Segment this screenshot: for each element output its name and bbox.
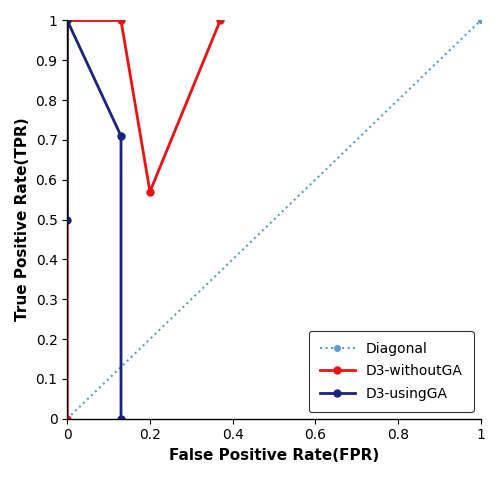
Legend: Diagonal, D3-withoutGA, D3-usingGA: Diagonal, D3-withoutGA, D3-usingGA xyxy=(308,331,474,412)
Line: D3-withoutGA: D3-withoutGA xyxy=(64,17,224,422)
Line: D3-usingGA: D3-usingGA xyxy=(64,17,124,422)
Y-axis label: True Positive Rate(TPR): True Positive Rate(TPR) xyxy=(15,118,30,321)
D3-usingGA xyxy=(64,217,70,222)
D3-withoutGA xyxy=(147,189,153,195)
D3-withoutGA xyxy=(217,18,223,23)
D3-usingGA xyxy=(118,416,124,422)
D3-withoutGA xyxy=(64,18,70,23)
D3-withoutGA xyxy=(118,18,124,23)
D3-usingGA xyxy=(64,18,70,23)
D3-withoutGA xyxy=(64,416,70,422)
D3-usingGA xyxy=(118,133,124,139)
X-axis label: False Positive Rate(FPR): False Positive Rate(FPR) xyxy=(169,448,379,463)
